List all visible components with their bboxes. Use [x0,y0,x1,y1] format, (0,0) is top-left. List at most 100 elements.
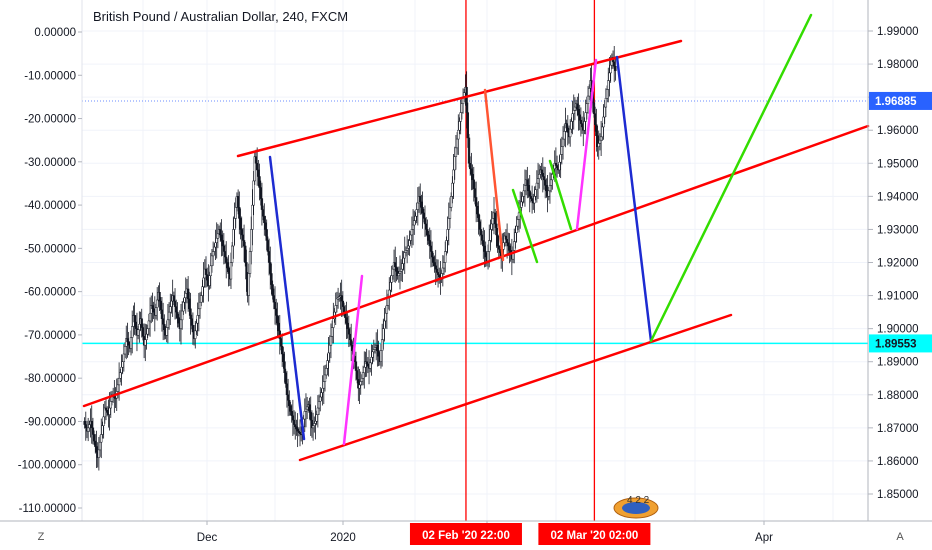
candle-body [361,372,365,379]
right-axis-tick-label: 1.95000 [877,158,919,170]
candle-body [173,300,177,307]
candle-body [460,103,464,113]
candle-body [400,268,403,272]
candle-body [303,411,306,420]
candle-body [475,197,478,207]
candle-body [570,121,573,130]
candle-body [516,219,519,227]
candle-body [359,381,362,386]
timezone-corner-button[interactable]: Z [38,531,45,543]
left-axis-tick-label: -80.00000 [24,373,76,385]
right-axis-tick-label: 1.91000 [877,291,919,303]
right-axis-tick-label: 1.85000 [877,489,919,501]
candle-body [266,240,270,252]
candle-body [459,112,462,122]
candle-body [233,218,236,230]
candle-body [547,190,550,197]
candle-body [565,123,568,129]
candle-body [176,311,179,318]
candle-body [282,353,285,362]
left-axis-tick-label: -90.00000 [24,416,76,428]
candle-body [101,425,104,435]
candle-body [515,225,518,233]
impulse-leg-magenta [575,58,598,231]
candle-body [427,234,430,241]
candle-body [426,229,429,236]
candle-body [188,298,191,310]
candle-body [391,268,394,276]
candle-body [226,262,229,269]
candle-body [247,273,250,296]
candle-body [250,229,253,252]
candle-body [355,370,359,380]
right-axis-tick-label: 1.94000 [877,191,919,203]
candle-body [315,414,318,422]
candle-body [317,401,321,409]
candle-body [195,322,198,332]
candle-body [433,262,436,267]
candle-body [102,416,105,426]
candle-body [179,319,183,329]
candle-body [197,308,201,316]
candle-body [183,297,186,303]
candle-body [403,252,406,259]
candle-body [158,292,161,302]
candle-body [454,147,458,157]
candle-body [363,366,366,373]
candle-body [354,361,358,371]
candle-body [206,274,209,281]
candle-body [445,240,448,252]
candle-body [244,245,247,263]
candle-body [288,400,291,407]
candle-body [154,307,158,316]
candle-body [321,387,324,393]
candle-body [584,112,587,122]
candle-body [289,405,292,412]
candle-body [529,196,533,199]
candle-body [119,372,122,379]
right-axis-tick-label: 1.96000 [877,125,919,137]
left-axis-tick-label: -20.00000 [24,114,76,126]
left-axis[interactable]: 0.00000 -10.00000 -20.00000 -30.00000 -40.00… [18,27,82,515]
candle-body [316,407,320,415]
candle-body [455,138,459,149]
candle-body [422,212,425,219]
candle-body [144,339,147,346]
candle-body [194,330,197,339]
candle-body [360,378,364,382]
candle-body [200,295,203,303]
candle-body [265,229,268,241]
candle-body [533,196,536,204]
candle-body [444,251,447,263]
candle-body [202,277,205,288]
candle-body [379,350,383,362]
candle-body [545,185,548,192]
time-axis-tick-label: Apr [755,532,773,544]
candle-body [609,64,612,74]
candle-body [446,229,449,241]
candle-body [410,229,414,236]
candle-body [540,169,543,174]
candle-body [264,222,267,230]
candle-body [146,328,149,335]
candle-body [100,434,103,443]
candle-body [401,263,404,270]
candle-body [116,384,120,392]
candle-body [159,300,162,311]
auto-scale-button[interactable]: A [896,531,904,543]
candle-body [84,424,87,429]
candle-body [465,86,468,113]
candle-body [323,374,327,382]
candle-body [241,234,245,241]
candle-body [245,262,248,280]
candle-body [329,336,333,346]
candle-body [223,251,227,258]
candle-body [254,156,258,164]
candle-body [208,275,211,286]
candle-body [416,202,419,210]
candle-body [554,163,558,166]
candle-body [365,361,368,365]
candle-body [342,306,346,313]
candle-body [478,221,481,230]
